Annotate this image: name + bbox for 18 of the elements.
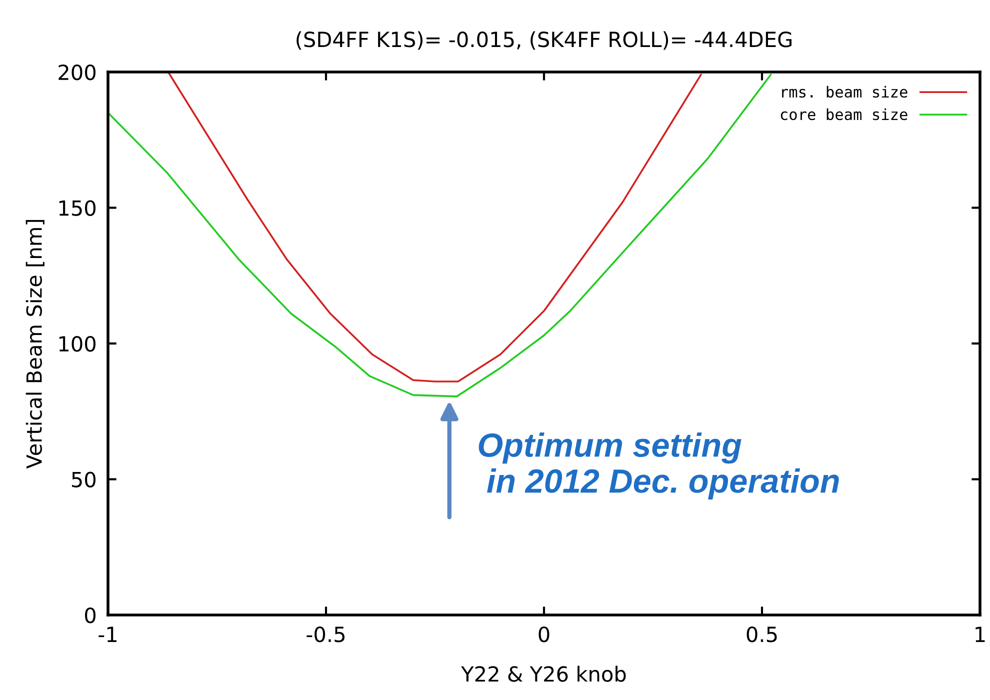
x-tick-label: 0 — [538, 626, 550, 642]
x-tick-label: -0.5 — [306, 626, 345, 642]
legend-label: rms. beam size — [782, 86, 908, 98]
y-tick-label: 200 — [58, 64, 96, 80]
x-axis-title: Y22 & Y26 knob — [461, 666, 626, 682]
y-tick-label: 150 — [59, 200, 96, 216]
x-tick-label: 1 — [976, 626, 985, 642]
x-tick-label: -1 — [98, 626, 116, 642]
y-tick-label: 100 — [59, 336, 96, 352]
legend-label: core beam size — [780, 108, 908, 120]
y-tick-label: 0 — [85, 607, 96, 624]
x-tick-label: 0.5 — [746, 626, 777, 642]
chart-title: (SD4FF K1S)= -0.015, (SK4FF ROLL)= -44.4DEG — [296, 31, 792, 50]
y-axis-title: Vertical Beam Size [nm] — [26, 220, 44, 469]
y-tick-label: 50 — [72, 472, 96, 488]
line-series — [108, 74, 772, 398]
annotation: Optimum setting in 2012 Dec. operation — [478, 432, 839, 500]
line-series — [167, 72, 702, 382]
